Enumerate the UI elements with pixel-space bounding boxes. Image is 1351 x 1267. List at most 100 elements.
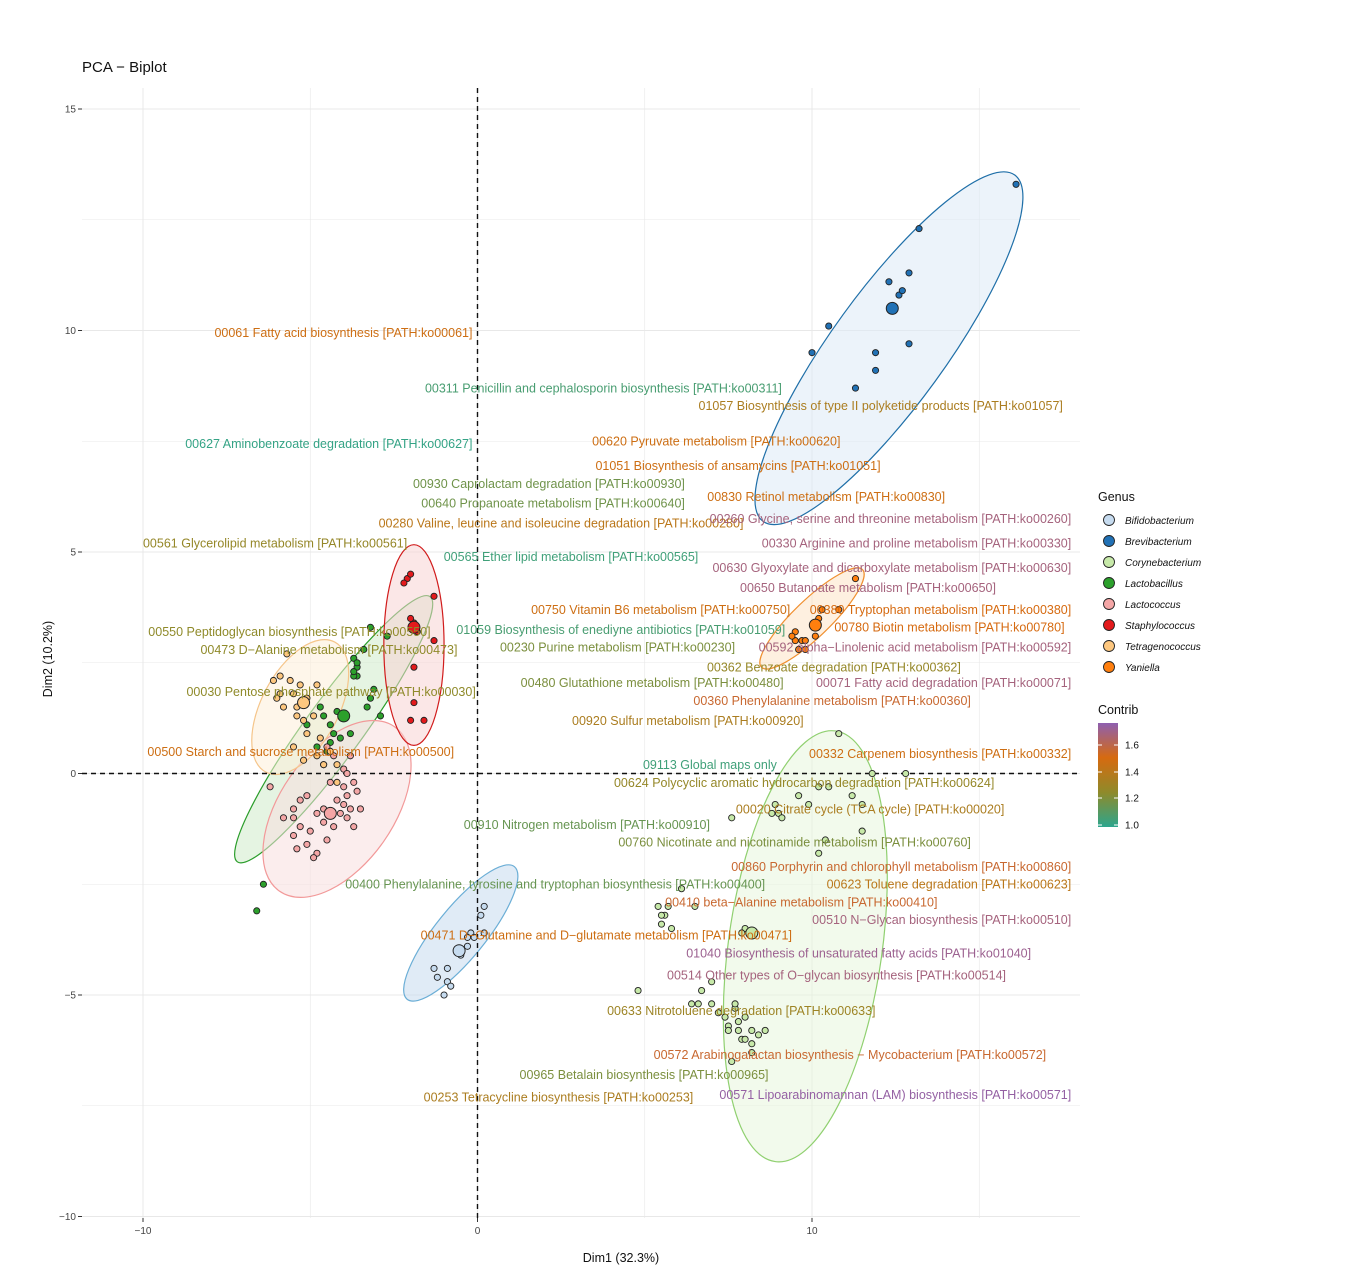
- point-corynebacterium: [835, 730, 843, 738]
- x-axis-title: Dim1 (32.3%): [583, 1251, 659, 1265]
- pathway-label: 01040 Biosynthesis of unsaturated fatty …: [686, 946, 1031, 960]
- point-tetragenococcus: [269, 676, 278, 685]
- point-lactococcus: [289, 805, 298, 813]
- point-tetragenococcus: [320, 761, 328, 769]
- pathway-label: 00030 Pentose phosphate pathway [PATH:ko…: [186, 685, 475, 699]
- point-lactococcus: [266, 783, 274, 791]
- legend-contrib: Contrib 1.6 1.4 1.2 1.0: [1098, 703, 1139, 832]
- point-brevibacterium: [851, 384, 860, 392]
- point-brevibacterium: [808, 349, 816, 357]
- point-corynebacterium: [708, 1000, 716, 1008]
- pathway-label: 00311 Penicillin and cephalosporin biosy…: [425, 382, 782, 396]
- pathway-label: 00550 Peptidoglycan biosynthesis [PATH:k…: [148, 625, 430, 639]
- point-lactococcus: [323, 836, 331, 844]
- point-lactococcus: [340, 800, 348, 809]
- point-corynebacterium: [731, 1000, 739, 1008]
- point-corynebacterium: [694, 1000, 702, 1008]
- point-corynebacterium: [748, 1049, 756, 1057]
- legend-item-label: Brevibacterium: [1125, 537, 1192, 548]
- pathway-label: 00930 Caprolactam degradation [PATH:ko00…: [413, 477, 685, 491]
- point-corynebacterium: [858, 800, 866, 809]
- pathway-label: 00750 Vitamin B6 metabolism [PATH:ko0075…: [531, 603, 790, 617]
- centroid-corynebacterium: [745, 926, 759, 940]
- point-corynebacterium: [848, 792, 856, 800]
- y-tick-label: 5: [70, 548, 76, 559]
- ellipse-staphylococcus: [383, 544, 445, 746]
- point-lactococcus: [340, 783, 348, 791]
- point-corynebacterium: [721, 1013, 729, 1021]
- point-tetragenococcus: [326, 747, 334, 755]
- point-staphylococcus: [407, 614, 415, 623]
- point-lactococcus: [343, 814, 351, 822]
- pathway-label: 00572 Arabinogalactan biosynthesis − Myc…: [654, 1048, 1046, 1062]
- point-corynebacterium: [634, 987, 642, 995]
- pathway-label: 00565 Ether lipid metabolism [PATH:ko005…: [444, 550, 699, 564]
- point-tetragenococcus: [313, 681, 321, 689]
- point-lactobacillus: [366, 623, 375, 631]
- colorbar-tick-label: 1.4: [1125, 768, 1139, 779]
- point-lactococcus: [326, 778, 334, 786]
- point-corynebacterium: [761, 1026, 769, 1034]
- legend-item-label: Yaniella: [1125, 663, 1160, 674]
- point-corynebacterium: [778, 814, 786, 822]
- pathway-label: 00571 Lipoarabinomannan (LAM) biosynthes…: [719, 1088, 1071, 1102]
- point-bifidobacterium: [480, 902, 488, 910]
- pathway-label: 00510 N−Glycan biosynthesis [PATH:ko0051…: [812, 913, 1071, 927]
- point-corynebacterium: [657, 920, 666, 928]
- point-yaniella: [818, 606, 826, 614]
- point-yaniella: [801, 637, 809, 645]
- centroid-tetragenococcus: [297, 696, 311, 710]
- point-lactococcus: [310, 854, 318, 862]
- centroid-brevibacterium: [885, 301, 899, 315]
- point-corynebacterium: [902, 769, 910, 778]
- pathway-label: 00400 Phenylalanine, tyrosine and trypto…: [345, 878, 765, 892]
- point-corynebacterium: [858, 827, 866, 835]
- pathway-label: 00230 Purine metabolism [PATH:ko00230]: [500, 641, 735, 655]
- point-lactobacillus: [360, 645, 368, 654]
- point-staphylococcus: [430, 637, 438, 645]
- point-corynebacterium: [734, 1018, 742, 1026]
- point-lactobacillus: [326, 721, 334, 729]
- pathway-label: 00623 Toluene degradation [PATH:ko00623]: [827, 878, 1072, 892]
- point-corynebacterium: [754, 1031, 763, 1039]
- point-lactococcus: [313, 809, 321, 817]
- point-staphylococcus: [400, 579, 408, 587]
- point-lactococcus: [279, 814, 288, 822]
- point-corynebacterium: [768, 809, 776, 817]
- ellipse-yaniella: [759, 567, 865, 670]
- point-lactococcus: [333, 796, 341, 804]
- point-yaniella: [811, 632, 819, 640]
- point-lactococcus: [346, 752, 354, 760]
- contrib-legend-title: Contrib: [1098, 703, 1138, 717]
- pathway-label: 00020 Citrate cycle (TCA cycle) [PATH:ko…: [736, 802, 1004, 816]
- point-bifidobacterium: [470, 933, 478, 941]
- legend-swatch: [1103, 640, 1115, 652]
- point-lactococcus: [296, 796, 304, 804]
- point-lactococcus: [296, 823, 304, 831]
- point-staphylococcus: [407, 570, 415, 578]
- point-corynebacterium: [748, 1026, 756, 1034]
- legend-item-label: Staphylococcus: [1125, 621, 1195, 632]
- point-lactobacillus: [366, 694, 375, 702]
- point-lactobacillus: [363, 703, 371, 711]
- point-corynebacterium: [664, 902, 672, 910]
- point-brevibacterium: [1012, 180, 1020, 188]
- point-lactococcus: [350, 778, 358, 786]
- pathway-label: 00640 Propanoate metabolism [PATH:ko0064…: [421, 497, 685, 511]
- point-tetragenococcus: [273, 694, 281, 702]
- point-tetragenococcus: [333, 761, 341, 769]
- point-bifidobacterium: [463, 933, 472, 941]
- pathway-label: 00260 Glycine, serine and threonine meta…: [710, 512, 1072, 526]
- point-lactobacillus: [316, 703, 324, 711]
- point-corynebacterium: [815, 849, 823, 857]
- point-lactococcus: [289, 831, 298, 840]
- point-lactobacillus: [353, 659, 361, 667]
- pathway-label: 00471 D−Glutamine and D−glutamate metabo…: [421, 929, 792, 943]
- point-lactobacillus: [350, 668, 358, 676]
- point-bifidobacterium: [477, 911, 485, 919]
- point-staphylococcus: [420, 716, 428, 724]
- legend-swatch: [1103, 556, 1115, 568]
- legend-swatch: [1103, 619, 1115, 631]
- point-corynebacterium: [868, 769, 876, 778]
- point-corynebacterium: [657, 911, 666, 919]
